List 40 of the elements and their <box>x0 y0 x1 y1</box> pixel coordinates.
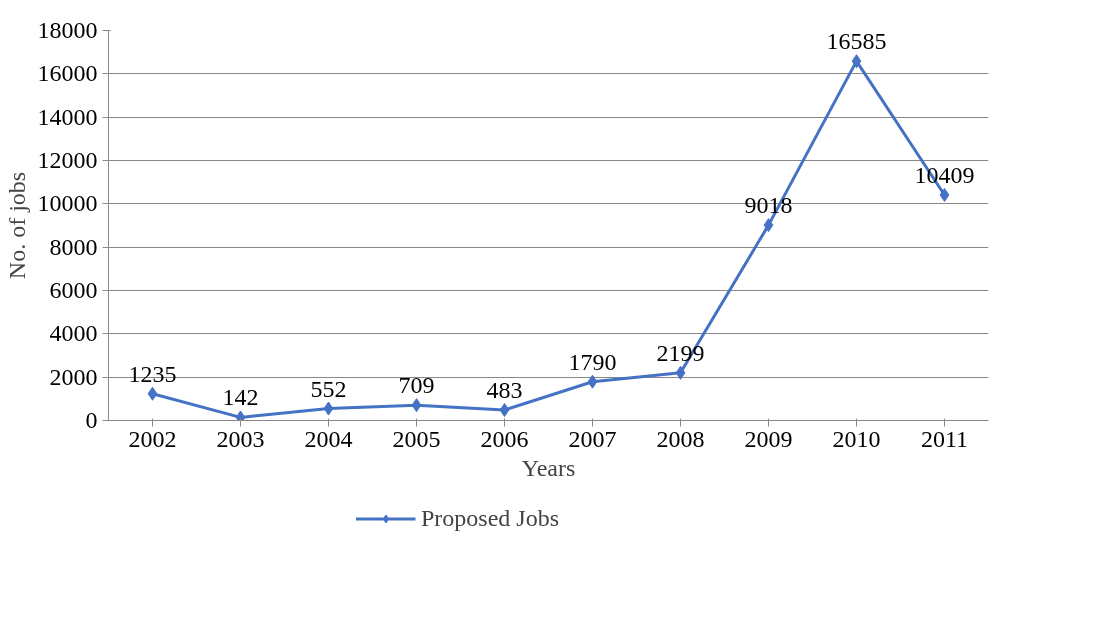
y-tick-label: 6000 <box>49 277 98 303</box>
x-axis-title: Years <box>521 454 576 481</box>
y-tick-label: 0 <box>85 407 98 433</box>
point <box>675 365 686 380</box>
point <box>587 374 598 389</box>
x-tick-label: 2004 <box>304 425 353 452</box>
legend-label: Proposed Jobs <box>420 504 559 532</box>
point <box>323 401 334 416</box>
data-label: 483 <box>486 377 523 404</box>
data-label: 709 <box>398 372 435 399</box>
y-tick-label: 8000 <box>49 233 98 260</box>
point <box>499 403 510 418</box>
x-tick-label: 2007 <box>568 425 617 452</box>
y-tick-label: 4000 <box>49 320 98 347</box>
point <box>939 187 950 202</box>
y-tick-label: 10000 <box>37 190 98 217</box>
y-axis-title: No. of jobs <box>3 171 30 280</box>
point <box>763 218 774 233</box>
x-tick-label: 2003 <box>216 425 265 452</box>
y-tick-label: 16000 <box>37 60 98 87</box>
data-label: 16585 <box>826 28 887 55</box>
x-tick-label: 2009 <box>744 425 793 452</box>
y-tick-label: 18000 <box>37 17 98 43</box>
y-tick-label: 12000 <box>37 147 98 173</box>
point <box>851 54 862 69</box>
data-label: 552 <box>310 375 347 402</box>
x-tick-label: 2010 <box>832 425 881 452</box>
data-label: 142 <box>222 384 259 411</box>
y-tick-label: 2000 <box>49 363 98 390</box>
y-tick-label: 14000 <box>37 103 98 130</box>
point <box>411 398 422 413</box>
data-label: 1790 <box>568 348 617 375</box>
x-tick-label: 2002 <box>128 425 177 452</box>
x-tick-label: 2006 <box>480 425 529 452</box>
point <box>147 386 158 401</box>
data-label: 1235 <box>128 360 177 387</box>
x-tick-label: 2005 <box>392 425 441 452</box>
x-tick-label: 2011 <box>920 425 969 452</box>
x-tick-label: 2008 <box>656 425 705 452</box>
point <box>235 410 246 421</box>
